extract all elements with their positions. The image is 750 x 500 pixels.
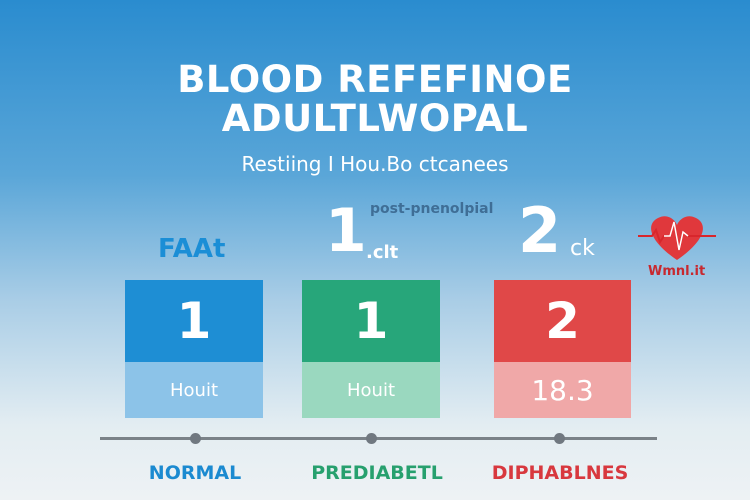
scale-line [100,437,657,440]
card-prediabetes-value: 1 [302,280,440,362]
subtitle: Restiing I Hou.Bo ctcanees [241,152,509,176]
heart-pulse-icon [638,216,716,260]
big-number-2: 2 [518,194,562,267]
scale-dot-diabetes [554,433,565,444]
category-diabetes: DIPHABLNES [491,462,629,484]
card-diabetes-value: 2 [494,280,631,362]
fasting-label: FAAt [158,234,226,264]
post-label: post-pnenolpial [370,201,494,217]
heart-label: Wmnl.it [648,264,706,279]
big-number-1-unit: .clt [366,242,399,263]
scale-dot-prediabetes [366,433,377,444]
category-prediabetes: PREDIABETL [311,462,443,484]
card-normal-sub: Houit [125,362,263,418]
category-normal: NORMAL [148,462,242,484]
big-number-1: 1 [325,196,367,266]
scale-dot-normal [190,433,201,444]
card-prediabetes-sub: Houit [302,362,440,418]
big-number-2-unit: ck [570,236,595,261]
title-line-2: ADULTLWOPAL [221,97,529,140]
card-normal-value: 1 [125,280,263,362]
title-line-1: BLOOD REFEFINOE [177,58,573,101]
card-diabetes-sub: 18.3 [494,362,631,418]
